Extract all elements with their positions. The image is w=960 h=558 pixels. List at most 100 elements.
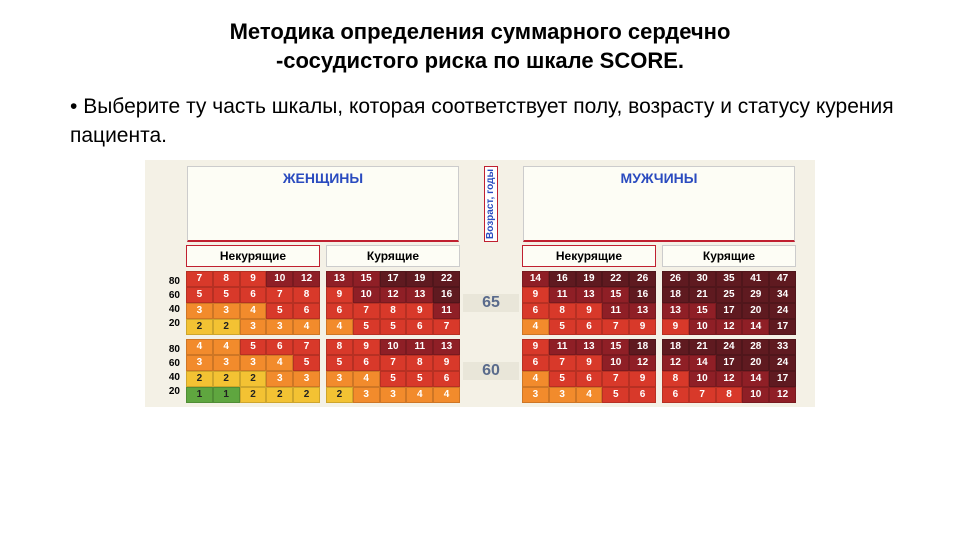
risk-cell: 6 — [406, 319, 433, 335]
risk-cell: 14 — [522, 271, 549, 287]
risk-cell: 8 — [293, 287, 320, 303]
risk-cell: 33 — [769, 339, 796, 355]
risk-cell: 8 — [549, 303, 576, 319]
bp-axis: 80604020 — [153, 343, 183, 399]
risk-cell: 7 — [353, 303, 380, 319]
risk-cell: 14 — [689, 355, 716, 371]
risk-cell: 47 — [769, 271, 796, 287]
risk-cell: 5 — [213, 287, 240, 303]
risk-cell: 9 — [240, 271, 267, 287]
risk-cell: 20 — [742, 303, 769, 319]
header-age-col: Возраст, годы — [463, 166, 519, 242]
gender-header-row: ЖЕНЩИНЫ Возраст, годы МУЖЧИНЫ — [153, 166, 807, 242]
title-line-2: -сосудистого риска по шкале SCORE. — [276, 48, 684, 73]
risk-cell: 6 — [522, 355, 549, 371]
risk-cell: 4 — [522, 371, 549, 387]
risk-cell: 3 — [240, 355, 267, 371]
risk-cell: 6 — [240, 287, 267, 303]
risk-cell: 7 — [549, 355, 576, 371]
risk-cell: 12 — [380, 287, 407, 303]
risk-cell: 26 — [629, 271, 656, 287]
risk-cell: 4 — [433, 387, 460, 403]
risk-cell: 11 — [549, 287, 576, 303]
risk-cell: 24 — [716, 339, 743, 355]
risk-cell: 4 — [326, 319, 353, 335]
risk-cell: 12 — [662, 355, 689, 371]
risk-cell: 12 — [293, 271, 320, 287]
risk-cell: 9 — [629, 319, 656, 335]
risk-cell: 13 — [326, 271, 353, 287]
risk-cell: 24 — [769, 303, 796, 319]
risk-cell: 10 — [602, 355, 629, 371]
block-women-smoking-60: 89101113567893455623344 — [326, 339, 460, 403]
risk-cell: 9 — [662, 319, 689, 335]
bp-label: 40 — [153, 371, 183, 385]
risk-cell: 18 — [662, 339, 689, 355]
risk-cell: 2 — [293, 387, 320, 403]
risk-cell: 17 — [380, 271, 407, 287]
risk-cell: 17 — [716, 355, 743, 371]
risk-cell: 15 — [689, 303, 716, 319]
risk-cell: 21 — [689, 339, 716, 355]
bp-label: 40 — [153, 303, 183, 317]
risk-cell: 13 — [406, 287, 433, 303]
risk-cell: 5 — [353, 319, 380, 335]
risk-cell: 12 — [716, 319, 743, 335]
risk-cell: 13 — [576, 339, 603, 355]
risk-cell: 28 — [742, 339, 769, 355]
risk-cell: 4 — [240, 303, 267, 319]
age-row-65: 8060402078910125567833456223341315171922… — [153, 271, 807, 335]
risk-cell: 5 — [240, 339, 267, 355]
slide-title: Методика определения суммарного сердечно… — [0, 18, 960, 75]
block-men-smoking-65: 263035414718212529341315172024910121417 — [662, 271, 796, 335]
risk-cell: 3 — [293, 371, 320, 387]
risk-cell: 10 — [380, 339, 407, 355]
women-smoking-header: Курящие — [326, 245, 460, 267]
block-men-smoking-60: 182124283312141720248101214176781012 — [662, 339, 796, 403]
age-label: 60 — [463, 362, 519, 380]
risk-cell: 6 — [576, 319, 603, 335]
risk-cell: 17 — [769, 371, 796, 387]
risk-cell: 3 — [549, 387, 576, 403]
risk-cell: 10 — [689, 319, 716, 335]
risk-cell: 2 — [240, 371, 267, 387]
risk-cell: 8 — [406, 355, 433, 371]
risk-cell: 10 — [742, 387, 769, 403]
risk-cell: 1 — [186, 387, 213, 403]
risk-cell: 5 — [293, 355, 320, 371]
bp-label: 20 — [153, 385, 183, 399]
risk-cell: 4 — [186, 339, 213, 355]
risk-cell: 8 — [326, 339, 353, 355]
risk-cell: 4 — [522, 319, 549, 335]
bp-label: 20 — [153, 317, 183, 331]
risk-cell: 13 — [662, 303, 689, 319]
smoking-header-row: Некурящие Курящие Некурящие Курящие — [153, 245, 807, 267]
risk-cell: 5 — [186, 287, 213, 303]
risk-cell: 16 — [549, 271, 576, 287]
women-nonsmoking-header: Некурящие — [186, 245, 320, 267]
risk-cell: 7 — [293, 339, 320, 355]
risk-cell: 7 — [602, 371, 629, 387]
risk-cell: 10 — [266, 271, 293, 287]
risk-cell: 11 — [406, 339, 433, 355]
risk-cell: 25 — [716, 287, 743, 303]
risk-cell: 17 — [716, 303, 743, 319]
men-nonsmoking-header: Некурящие — [522, 245, 656, 267]
risk-cell: 2 — [266, 387, 293, 403]
risk-cell: 19 — [576, 271, 603, 287]
risk-cell: 3 — [186, 355, 213, 371]
risk-cell: 21 — [689, 287, 716, 303]
risk-cell: 3 — [380, 387, 407, 403]
block-women-nonsmoking-60: 44567333452223311222 — [186, 339, 320, 403]
risk-cell: 16 — [629, 287, 656, 303]
risk-cell: 5 — [602, 387, 629, 403]
risk-cell: 4 — [293, 319, 320, 335]
risk-cell: 19 — [406, 271, 433, 287]
risk-cell: 4 — [213, 339, 240, 355]
risk-cell: 3 — [326, 371, 353, 387]
title-line-1: Методика определения суммарного сердечно — [230, 19, 731, 44]
risk-cell: 5 — [266, 303, 293, 319]
risk-cell: 12 — [769, 387, 796, 403]
risk-cell: 41 — [742, 271, 769, 287]
risk-cell: 35 — [716, 271, 743, 287]
